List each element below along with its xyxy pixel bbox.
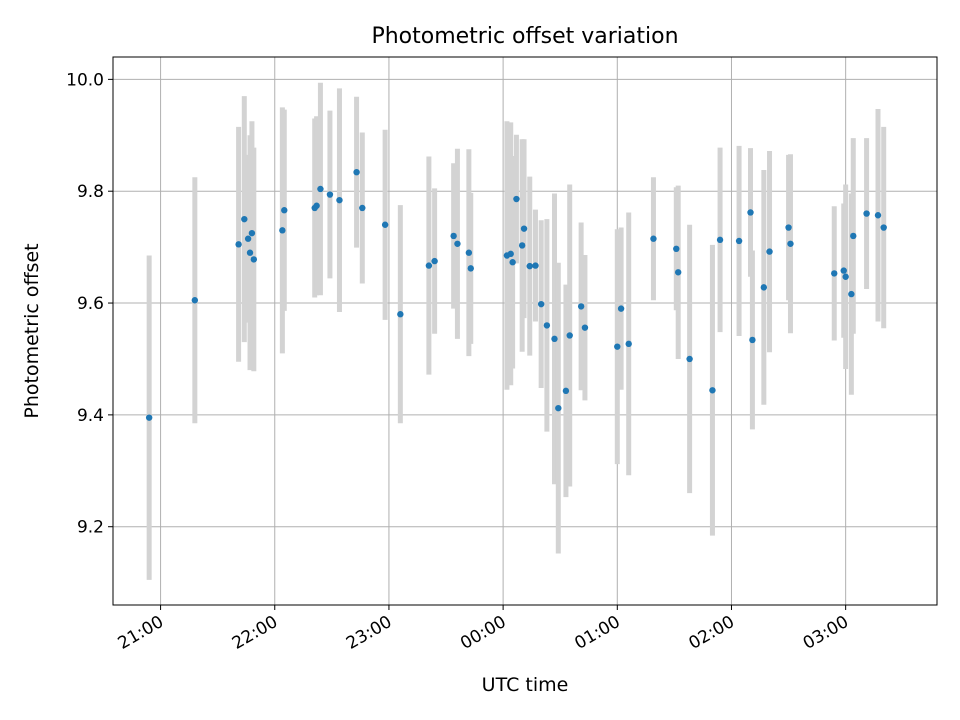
y-axis: 9.2 9.4 9.6 9.8 10.0 [66,70,113,538]
data-point [246,249,254,256]
data-point [577,303,585,310]
data-point [716,236,724,244]
data-point [562,387,570,395]
data-point [359,204,366,212]
data-point [842,273,849,280]
data-point [785,224,792,231]
data-point [336,196,343,204]
data-point [518,242,526,249]
data-point [191,297,199,304]
data-points [145,168,887,421]
data-point [735,237,743,245]
data-point [673,245,680,252]
data-point [747,209,754,216]
data-point [674,269,682,276]
data-point [874,212,882,219]
data-point [617,305,625,312]
data-point [381,221,389,228]
data-point [532,262,539,269]
y-tick-label: 9.8 [77,182,104,202]
data-point [248,229,256,237]
data-point [279,227,286,234]
data-point [467,265,474,272]
data-point [317,185,324,193]
data-point [454,240,461,247]
data-point [749,336,756,344]
data-point [244,235,252,242]
data-point [537,300,545,308]
data-point [709,387,716,394]
data-point [686,355,693,363]
data-point [507,250,514,258]
data-point [787,240,794,247]
data-point [235,241,242,248]
data-point [850,232,857,240]
chart-title: Photometric offset variation [371,24,678,49]
data-point [526,262,533,270]
data-point [840,267,847,274]
y-tick-label: 9.6 [77,294,104,314]
data-point [566,332,573,339]
data-point [863,210,870,217]
data-point [760,284,768,291]
data-point [551,335,558,343]
data-point [450,232,457,240]
data-point [465,249,473,256]
y-tick-label: 10.0 [66,70,104,90]
data-point [281,207,288,214]
data-point [831,270,838,277]
data-point [581,324,589,331]
data-point [241,215,248,223]
data-point [353,168,360,176]
plot-area-frame [112,56,938,606]
data-point [425,262,433,269]
y-tick-label: 9.2 [77,518,104,538]
data-point [326,191,334,198]
data-point [313,202,320,209]
y-tick-label: 9.4 [77,406,104,426]
x-axis-label: UTC time [482,674,569,696]
data-point [848,290,855,298]
y-axis-label: Photometric offset [21,243,43,418]
data-point [145,414,153,421]
data-point [250,256,258,263]
data-point [520,225,528,232]
data-point [397,311,404,318]
data-point [880,224,887,231]
data-point [766,248,773,255]
data-point [543,322,551,329]
data-point [650,235,657,242]
data-point [513,195,520,203]
data-point [614,343,621,350]
data-point [431,257,438,265]
data-point [555,404,562,412]
data-point [509,259,516,266]
data-point [625,340,632,348]
